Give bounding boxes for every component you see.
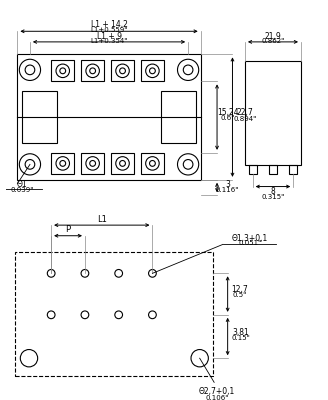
Text: 0.039": 0.039": [10, 188, 34, 194]
Text: 3: 3: [225, 180, 230, 189]
Circle shape: [120, 160, 125, 166]
Bar: [249, 165, 256, 174]
Text: 0.6": 0.6": [220, 115, 235, 121]
Circle shape: [149, 270, 156, 277]
Circle shape: [60, 160, 66, 166]
Circle shape: [60, 68, 66, 74]
Circle shape: [90, 68, 95, 74]
Bar: [81, 60, 104, 82]
Circle shape: [146, 64, 159, 78]
Circle shape: [115, 270, 123, 277]
Bar: [111, 153, 134, 174]
Text: L1: L1: [97, 215, 107, 224]
Text: 8: 8: [271, 187, 275, 196]
Text: Θ1,3+0,1: Θ1,3+0,1: [232, 234, 268, 243]
Circle shape: [116, 64, 129, 78]
Circle shape: [183, 160, 193, 169]
Bar: [161, 91, 196, 143]
Text: 0.15": 0.15": [232, 336, 251, 342]
Bar: [111, 60, 134, 82]
Circle shape: [150, 160, 155, 166]
Text: 0.051": 0.051": [238, 240, 261, 246]
Circle shape: [191, 350, 208, 367]
Bar: [51, 153, 74, 174]
Text: P: P: [66, 226, 71, 234]
Text: 22,7: 22,7: [236, 108, 254, 117]
Circle shape: [116, 157, 129, 170]
Circle shape: [20, 350, 38, 367]
Circle shape: [19, 154, 41, 175]
Text: L1+0.559": L1+0.559": [90, 27, 128, 33]
Circle shape: [86, 64, 99, 78]
Bar: [22, 91, 57, 143]
Circle shape: [25, 160, 35, 169]
Text: 0.315": 0.315": [261, 194, 285, 200]
Text: 0.894": 0.894": [234, 116, 256, 122]
Circle shape: [81, 270, 89, 277]
Circle shape: [115, 311, 123, 319]
Text: 3,81: 3,81: [233, 328, 250, 337]
Bar: [141, 60, 164, 82]
Circle shape: [56, 64, 70, 78]
Text: 0.106": 0.106": [205, 395, 229, 400]
Circle shape: [177, 154, 199, 175]
Circle shape: [177, 59, 199, 80]
Bar: [289, 165, 297, 174]
Text: 21,9: 21,9: [265, 32, 281, 41]
Text: 0.862": 0.862": [261, 38, 285, 44]
Circle shape: [90, 160, 95, 166]
Text: 12,7: 12,7: [231, 285, 248, 294]
Circle shape: [81, 311, 89, 319]
Bar: [269, 165, 277, 174]
Circle shape: [149, 311, 156, 319]
Circle shape: [47, 270, 55, 277]
Text: L1 + 14,2: L1 + 14,2: [91, 20, 128, 29]
Circle shape: [120, 68, 125, 74]
Text: L1 + 9: L1 + 9: [96, 32, 122, 41]
Bar: [141, 153, 164, 174]
Bar: [51, 60, 74, 82]
Text: L1+0.354": L1+0.354": [90, 38, 128, 44]
Circle shape: [146, 157, 159, 170]
Bar: [245, 61, 301, 165]
Circle shape: [47, 311, 55, 319]
Circle shape: [56, 157, 70, 170]
Circle shape: [25, 65, 35, 75]
Bar: [15, 252, 213, 376]
Text: Θ1: Θ1: [17, 180, 28, 189]
Text: 0.5": 0.5": [232, 292, 246, 298]
Circle shape: [150, 68, 155, 74]
Text: 0.116": 0.116": [216, 188, 239, 194]
Circle shape: [19, 59, 41, 80]
Bar: [81, 153, 104, 174]
Bar: [17, 54, 201, 180]
Text: 15,24: 15,24: [217, 108, 238, 117]
Text: Θ2,7+0,1: Θ2,7+0,1: [199, 388, 235, 396]
Circle shape: [86, 157, 99, 170]
Circle shape: [183, 65, 193, 75]
